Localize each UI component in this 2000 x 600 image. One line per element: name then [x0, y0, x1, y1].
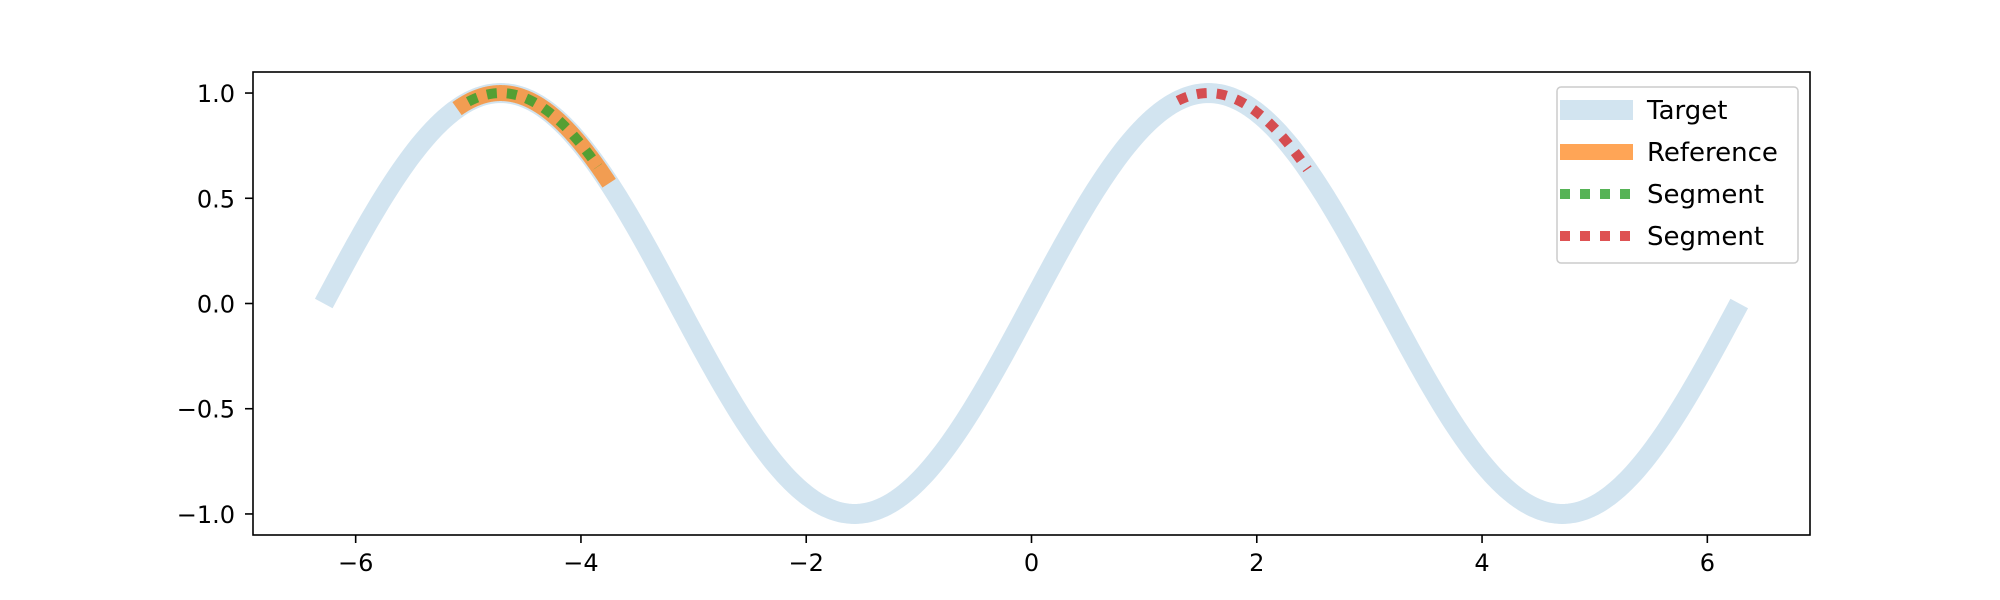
x-tick-label: 2 [1249, 549, 1264, 577]
y-tick-label: −1.0 [177, 501, 235, 529]
legend-label-segment-2: Segment [1647, 180, 1764, 210]
series-line-segment-2 [463, 88, 603, 172]
y-tick-label: 0.0 [197, 291, 235, 319]
x-tick-label: 4 [1474, 549, 1489, 577]
legend-label-segment-3: Segment [1647, 222, 1764, 252]
x-tick-label: −4 [563, 549, 598, 577]
legend-label-target-0: Target [1646, 96, 1727, 126]
x-tick-label: 6 [1700, 549, 1715, 577]
x-tick-label: −6 [338, 549, 373, 577]
y-tick-label: −0.5 [177, 396, 235, 424]
legend-box [1556, 86, 1799, 264]
y-tick-label: 0.5 [197, 185, 235, 213]
series-line-segment-3 [1173, 88, 1313, 174]
x-tick-label: −2 [789, 549, 824, 577]
x-tick-label: 0 [1024, 549, 1039, 577]
legend-label-reference-1: Reference [1647, 138, 1778, 168]
y-tick-label: 1.0 [197, 80, 235, 108]
series-line-target-0 [314, 83, 1749, 524]
